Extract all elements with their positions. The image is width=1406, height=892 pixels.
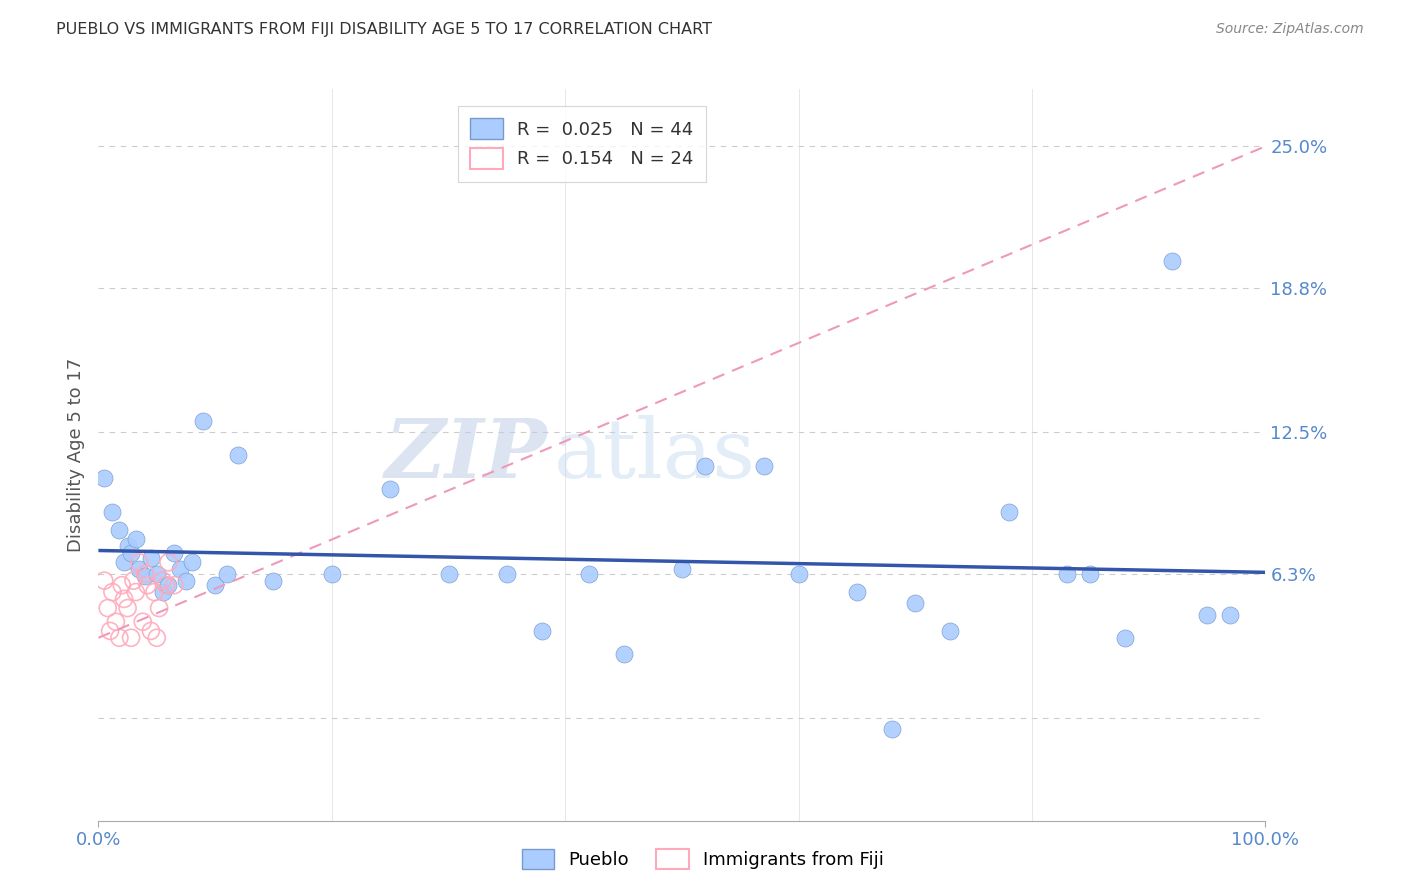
Point bbox=[112, 591, 135, 606]
Text: PUEBLO VS IMMIGRANTS FROM FIJI DISABILITY AGE 5 TO 17 CORRELATION CHART: PUEBLO VS IMMIGRANTS FROM FIJI DISABILIT… bbox=[56, 22, 713, 37]
Point bbox=[139, 550, 162, 565]
Point bbox=[174, 574, 197, 588]
Point bbox=[204, 578, 226, 592]
Point bbox=[578, 566, 600, 581]
Point bbox=[262, 574, 284, 588]
Point bbox=[120, 546, 142, 560]
Point bbox=[146, 566, 169, 581]
Point bbox=[134, 569, 156, 583]
Point bbox=[148, 601, 170, 615]
Text: ZIP: ZIP bbox=[385, 415, 548, 495]
Point bbox=[671, 562, 693, 576]
Point bbox=[155, 578, 177, 592]
Text: atlas: atlas bbox=[554, 415, 755, 495]
Point bbox=[752, 459, 775, 474]
Point bbox=[695, 459, 717, 474]
Point bbox=[157, 578, 180, 592]
Point bbox=[157, 555, 180, 569]
Point bbox=[101, 505, 124, 519]
Point bbox=[146, 631, 169, 645]
Point bbox=[1114, 631, 1136, 645]
Point bbox=[496, 566, 519, 581]
Point bbox=[613, 647, 636, 661]
Point bbox=[1161, 253, 1184, 268]
Point bbox=[1219, 607, 1241, 622]
Point bbox=[97, 601, 120, 615]
Point bbox=[132, 615, 155, 629]
Point bbox=[128, 562, 150, 576]
Y-axis label: Disability Age 5 to 17: Disability Age 5 to 17 bbox=[66, 358, 84, 552]
Point bbox=[846, 585, 869, 599]
Point bbox=[228, 448, 250, 462]
Point bbox=[104, 615, 127, 629]
Point bbox=[134, 566, 156, 581]
Point bbox=[101, 585, 124, 599]
Point bbox=[136, 578, 159, 592]
Point bbox=[321, 566, 343, 581]
Point bbox=[997, 505, 1019, 519]
Point bbox=[125, 585, 148, 599]
Point bbox=[530, 624, 553, 638]
Point bbox=[437, 566, 460, 581]
Point bbox=[93, 471, 115, 485]
Point bbox=[169, 562, 191, 576]
Point bbox=[98, 624, 121, 638]
Point bbox=[108, 524, 131, 538]
Point bbox=[152, 574, 174, 588]
Point bbox=[112, 555, 135, 569]
Point bbox=[93, 574, 115, 588]
Point bbox=[120, 631, 142, 645]
Point bbox=[1080, 566, 1102, 581]
Point bbox=[939, 624, 962, 638]
Point bbox=[143, 585, 166, 599]
Point bbox=[111, 578, 134, 592]
Point bbox=[108, 631, 131, 645]
Point bbox=[122, 574, 145, 588]
Point bbox=[380, 482, 402, 496]
Point bbox=[117, 539, 139, 553]
Point bbox=[180, 555, 202, 569]
Point bbox=[117, 601, 139, 615]
Point bbox=[163, 578, 186, 592]
Point bbox=[904, 597, 927, 611]
Point bbox=[215, 566, 238, 581]
Point bbox=[139, 624, 162, 638]
Point bbox=[1195, 607, 1218, 622]
Point bbox=[193, 414, 215, 428]
Legend: Pueblo, Immigrants from Fiji: Pueblo, Immigrants from Fiji bbox=[513, 839, 893, 879]
Point bbox=[152, 585, 174, 599]
Text: Source: ZipAtlas.com: Source: ZipAtlas.com bbox=[1216, 22, 1364, 37]
Point bbox=[125, 533, 148, 547]
Point bbox=[128, 555, 150, 569]
Legend: R =  0.025   N = 44, R =  0.154   N = 24: R = 0.025 N = 44, R = 0.154 N = 24 bbox=[457, 105, 706, 182]
Point bbox=[163, 546, 186, 560]
Point bbox=[880, 723, 903, 737]
Point bbox=[1056, 566, 1078, 581]
Point bbox=[787, 566, 810, 581]
